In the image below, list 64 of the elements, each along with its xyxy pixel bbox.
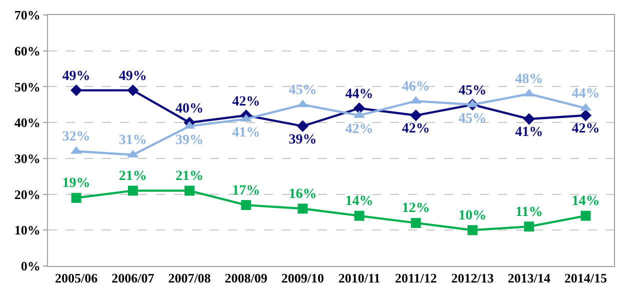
point: [580, 210, 591, 221]
x-tick-label: 2012/13: [451, 270, 494, 286]
x-tick-label: 2007/08: [168, 270, 212, 286]
data-label: 21%: [176, 168, 204, 184]
point: [298, 204, 308, 214]
y-tick-label: 40%: [14, 115, 40, 130]
data-label: 31%: [118, 133, 147, 148]
x-tick-label: 2008/09: [224, 270, 268, 286]
y-tick-label: 70%: [14, 8, 40, 23]
data-label: 44%: [572, 86, 600, 102]
point: [70, 84, 82, 96]
data-label: 49%: [118, 69, 147, 84]
data-label: 46%: [402, 79, 430, 94]
data-label: 42%: [572, 122, 600, 137]
data-label: 45%: [458, 111, 486, 126]
point: [410, 110, 422, 122]
x-tick-label: 2009/10: [281, 270, 324, 286]
data-label: 49%: [62, 69, 90, 84]
y-tick-label: 0%: [20, 258, 40, 274]
point: [241, 200, 252, 210]
data-label: 19%: [62, 176, 90, 192]
data-label: 42%: [232, 94, 260, 110]
point: [184, 186, 194, 196]
data-label: 40%: [176, 101, 204, 116]
y-tick-label: 10%: [14, 222, 40, 238]
x-tick-label: 2014/15: [564, 270, 608, 286]
data-label: 39%: [288, 132, 317, 148]
point: [524, 222, 534, 232]
point: [410, 218, 421, 228]
data-label: 12%: [402, 201, 430, 216]
y-tick-label: 50%: [14, 79, 40, 94]
point: [71, 192, 82, 203]
point: [296, 120, 309, 132]
data-label: 14%: [345, 194, 374, 210]
data-label: 41%: [515, 125, 544, 140]
x-tick-label: 2013/14: [508, 270, 551, 286]
data-label: 44%: [345, 87, 374, 102]
data-label: 11%: [515, 204, 543, 220]
data-label: 32%: [62, 130, 90, 145]
data-label: 39%: [176, 132, 204, 148]
y-tick-label: 20%: [14, 186, 40, 202]
y-tick-label: 60%: [14, 43, 40, 58]
y-tick-label: 30%: [14, 150, 40, 166]
point: [468, 225, 478, 236]
data-label: 14%: [572, 194, 600, 210]
data-label: 45%: [458, 84, 486, 99]
data-label: 16%: [288, 186, 317, 202]
x-tick-label: 2010/11: [338, 270, 380, 286]
point: [523, 113, 535, 125]
x-tick-label: 2011/12: [394, 270, 437, 286]
data-label: 21%: [118, 168, 147, 184]
data-label: 10%: [458, 208, 486, 224]
point: [128, 186, 138, 196]
point: [580, 110, 592, 122]
point: [354, 210, 364, 221]
point: [127, 84, 139, 96]
data-label: 41%: [232, 126, 260, 141]
data-label: 42%: [345, 122, 374, 138]
x-tick-label: 2005/06: [54, 270, 98, 286]
data-label: 17%: [232, 183, 260, 198]
data-label: 48%: [515, 72, 544, 88]
x-tick-label: 2006/07: [112, 270, 155, 286]
data-label: 42%: [402, 122, 430, 137]
data-label: 45%: [288, 82, 317, 98]
